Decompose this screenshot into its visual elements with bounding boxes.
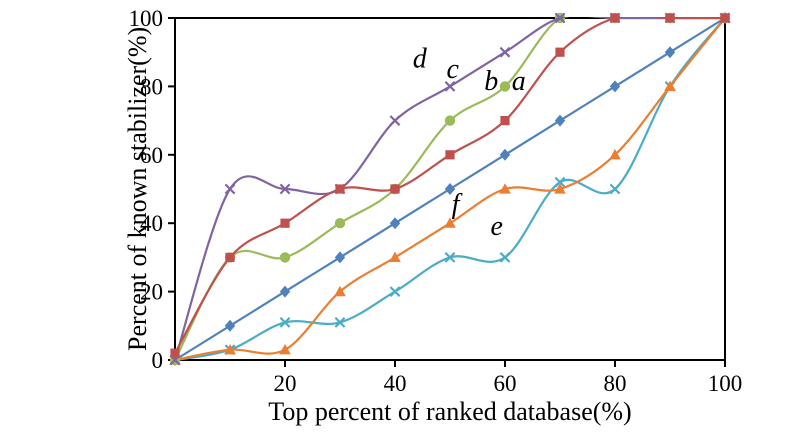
x-tick-label: 60 <box>494 371 517 396</box>
series-b-marker <box>445 150 455 160</box>
series-d-marker <box>389 115 401 126</box>
y-tick-label: 40 <box>140 211 163 236</box>
series-b-marker <box>720 13 730 23</box>
series-d-marker <box>444 81 456 92</box>
x-axis-title: Top percent of ranked database(%) <box>268 397 632 426</box>
y-tick-label: 100 <box>129 6 164 31</box>
series-a-marker <box>334 251 346 264</box>
series-b-marker <box>555 47 565 57</box>
series-b-marker <box>665 13 675 23</box>
x-tick-label: 20 <box>274 371 297 396</box>
series-e-marker <box>609 183 621 195</box>
series-b-marker <box>225 252 235 262</box>
series-d-marker <box>499 46 511 58</box>
series-d-marker <box>554 12 566 24</box>
series-f-marker <box>554 183 566 194</box>
x-tick-label: 40 <box>384 371 407 396</box>
series-b-marker <box>610 13 620 23</box>
series-b-marker <box>500 116 510 126</box>
series-b-marker <box>335 184 345 194</box>
series-e-marker <box>444 252 456 263</box>
series-f-marker <box>499 183 511 194</box>
series-a-marker <box>444 183 456 195</box>
series-a-marker <box>664 46 676 59</box>
series-e-marker <box>554 176 566 188</box>
series-label-d: d <box>413 44 428 75</box>
series-f-marker <box>334 285 346 297</box>
series-f-marker <box>389 251 401 262</box>
series-label-a: a <box>512 66 526 97</box>
series-c-marker <box>334 218 346 229</box>
series-b-marker <box>390 184 400 194</box>
y-tick-label: 60 <box>140 143 163 168</box>
series-label-b: b <box>484 66 498 97</box>
y-tick-label: 0 <box>152 348 164 373</box>
series-a-marker <box>609 80 621 93</box>
series-d-marker <box>224 183 236 195</box>
series-c-marker <box>499 81 511 92</box>
series-d-marker <box>279 183 291 195</box>
series-a-marker <box>389 217 401 230</box>
series-label-c: c <box>447 54 460 85</box>
series-b-marker <box>170 348 180 358</box>
series-f-marker <box>444 217 456 228</box>
series-f-marker <box>609 149 621 160</box>
series-a-marker <box>554 114 566 127</box>
series-e-line <box>174 17 726 361</box>
series-label-f: f <box>452 189 463 220</box>
series-c-marker <box>279 252 291 263</box>
series-e-marker <box>334 317 346 328</box>
series-b-marker <box>280 218 290 228</box>
series-a-marker <box>499 148 511 161</box>
series-e-marker <box>389 286 401 297</box>
series-f-marker <box>224 343 236 355</box>
series-a-marker <box>224 319 236 332</box>
y-tick-label: 20 <box>140 280 163 305</box>
x-tick-label: 100 <box>708 371 743 396</box>
y-axis-title: Percent of known stabilizer(%) <box>123 26 152 352</box>
series-label-e: e <box>491 211 503 242</box>
series-e-marker <box>279 317 291 328</box>
y-tick-label: 80 <box>140 74 163 99</box>
series-f-marker <box>664 80 676 91</box>
series-a-marker <box>279 285 291 298</box>
series-c-marker <box>444 115 456 126</box>
x-tick-label: 80 <box>604 371 627 396</box>
series-f-marker <box>279 343 291 355</box>
axis-frame <box>174 17 726 361</box>
series-e-marker <box>499 252 511 263</box>
